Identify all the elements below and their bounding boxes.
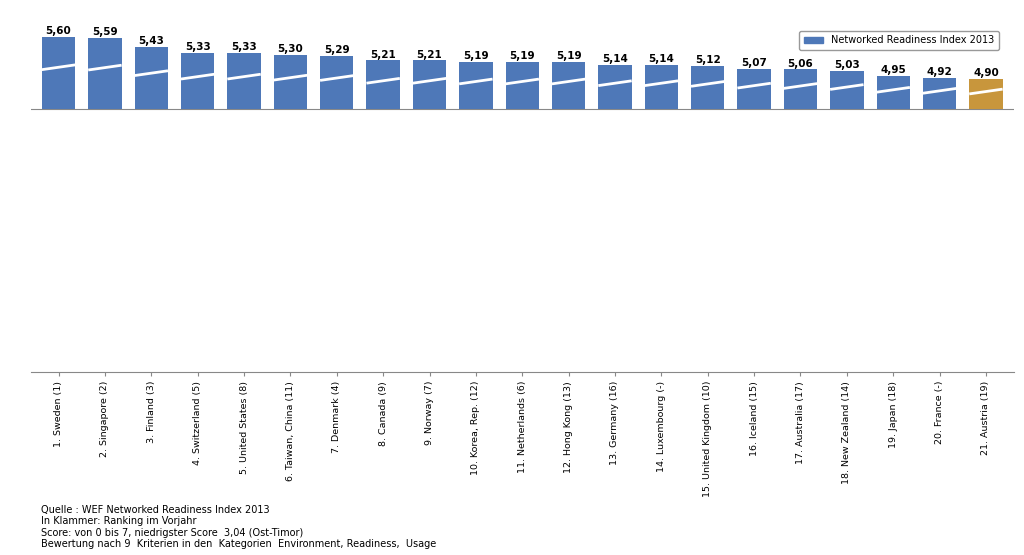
Text: 4,90: 4,90 — [973, 68, 998, 78]
Bar — [737, 69, 771, 109]
Text: 5,06: 5,06 — [787, 58, 813, 68]
Text: 5,29: 5,29 — [324, 45, 349, 55]
Text: 5,19: 5,19 — [463, 51, 488, 60]
Bar — [691, 66, 724, 109]
Text: 5,33: 5,33 — [231, 42, 257, 52]
Bar — [923, 78, 956, 109]
Bar — [367, 60, 399, 109]
Text: 5,30: 5,30 — [278, 44, 303, 54]
Bar — [134, 47, 168, 109]
Bar — [598, 64, 632, 109]
Bar — [552, 62, 586, 109]
Text: 5,14: 5,14 — [602, 54, 628, 64]
Bar — [181, 53, 214, 109]
Text: 4,92: 4,92 — [927, 67, 952, 77]
Bar — [877, 76, 910, 109]
Text: 5,07: 5,07 — [741, 58, 767, 68]
Legend: Networked Readiness Index 2013: Networked Readiness Index 2013 — [799, 31, 999, 51]
Text: 5,43: 5,43 — [138, 37, 164, 47]
Bar — [970, 79, 1002, 109]
Bar — [830, 71, 863, 109]
Text: 5,12: 5,12 — [695, 55, 721, 65]
Bar — [413, 60, 446, 109]
Bar — [227, 53, 261, 109]
Text: 5,33: 5,33 — [184, 42, 211, 52]
Bar — [783, 69, 817, 109]
Text: 5,19: 5,19 — [556, 51, 582, 60]
Bar — [645, 64, 678, 109]
Text: 5,19: 5,19 — [509, 51, 536, 60]
Bar — [42, 37, 75, 109]
Text: 5,59: 5,59 — [92, 27, 118, 37]
Bar — [459, 62, 493, 109]
Bar — [273, 55, 307, 109]
Text: 4,95: 4,95 — [881, 65, 906, 75]
Text: 5,14: 5,14 — [648, 54, 674, 64]
Text: 5,60: 5,60 — [46, 26, 72, 36]
Text: 5,03: 5,03 — [834, 60, 860, 70]
Bar — [506, 62, 539, 109]
Text: Quelle : WEF Networked Readiness Index 2013
In Klammer: Ranking im Vorjahr
Score: Quelle : WEF Networked Readiness Index 2… — [41, 504, 436, 549]
Text: 5,21: 5,21 — [417, 49, 442, 59]
Text: 5,21: 5,21 — [371, 49, 396, 59]
Bar — [88, 38, 122, 109]
Bar — [321, 56, 353, 109]
